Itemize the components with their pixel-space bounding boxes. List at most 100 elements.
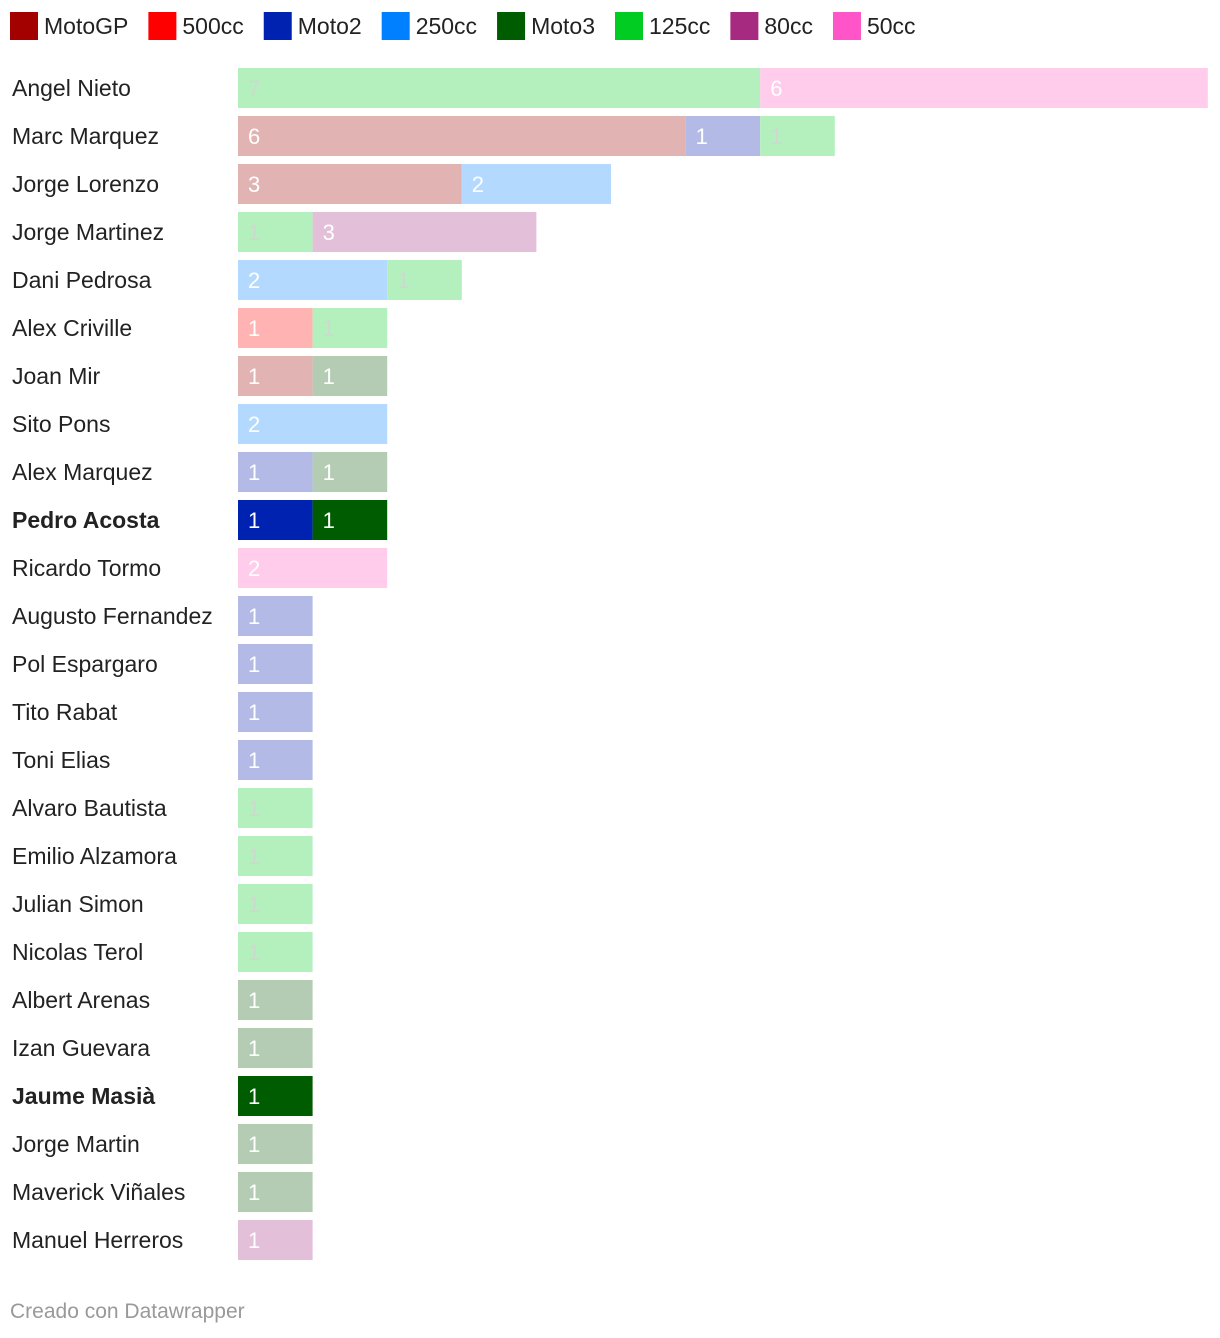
bar-segment-motogp (238, 164, 462, 204)
rider-label: Jorge Lorenzo (12, 171, 159, 197)
bar-row: Jorge Martinez 1 3 (12, 212, 537, 252)
rider-label: Julian Simon (12, 891, 144, 917)
legend-swatch (263, 12, 292, 40)
rider-label: Pedro Acosta (12, 507, 160, 533)
rider-label: Tito Rabat (12, 699, 118, 725)
stacked-bar-chart: MotoGP 500cc Moto2 250cc Moto3 125cc 80cc 50cc A… (10, 12, 1208, 1260)
bar-segment-c125 (238, 884, 313, 924)
bar-row: Augusto Fernandez 1 (12, 596, 313, 636)
bar-value-label: 1 (248, 796, 260, 821)
bar-row: Emilio Alzamora 1 (12, 836, 313, 876)
rider-label: Sito Pons (12, 411, 110, 437)
bar-value-label: 1 (248, 1228, 260, 1253)
bar-segment-c125 (312, 308, 388, 348)
legend-item-c500: 500cc (148, 12, 244, 40)
bar-value-label: 1 (323, 508, 335, 533)
rider-label: Marc Marquez (12, 123, 159, 149)
legend-item-moto3: Moto3 (497, 12, 595, 40)
bar-segment-moto3 (238, 1124, 313, 1164)
bar-value-label: 1 (248, 1132, 260, 1157)
bar-segment-c500 (238, 308, 313, 348)
bar-segment-c125 (238, 212, 313, 252)
bar-value-label: 1 (323, 364, 335, 389)
rider-label: Jorge Martin (12, 1131, 140, 1157)
rider-label: Angel Nieto (12, 75, 131, 101)
rider-label: Izan Guevara (12, 1035, 150, 1061)
bar-segment-moto2 (238, 740, 313, 780)
rider-label: Toni Elias (12, 747, 110, 773)
legend-swatch (497, 12, 526, 40)
bar-value-label: 1 (248, 220, 260, 245)
bar-row: Izan Guevara 1 (12, 1028, 313, 1068)
bar-value-label: 1 (770, 124, 782, 149)
bar-row: Angel Nieto 7 6 (12, 68, 1208, 108)
bar-segment-moto3 (238, 1172, 313, 1212)
legend-swatch (381, 12, 410, 40)
bar-row: Alex Marquez 1 1 (12, 452, 388, 492)
bar-segment-c50 (238, 548, 388, 588)
bar-row: Jorge Lorenzo 3 2 (12, 164, 611, 204)
bar-row: Nicolas Terol 1 (12, 932, 313, 972)
bar-segment-c125 (238, 788, 313, 828)
datawrapper-credit: Creado con Datawrapper (10, 1300, 245, 1323)
bar-value-label: 1 (248, 748, 260, 773)
bar-row: Tito Rabat 1 (12, 692, 313, 732)
legend-swatch (10, 12, 38, 40)
bar-value-label: 2 (472, 172, 484, 197)
bar-segment-c80 (312, 212, 537, 252)
rider-label: Alex Criville (12, 315, 132, 341)
legend-swatch (615, 12, 643, 40)
bar-row: Alvaro Bautista 1 (12, 788, 313, 828)
bar-value-label: 1 (248, 988, 260, 1013)
bar-value-label: 1 (248, 844, 260, 869)
bar-segment-c50 (760, 68, 1208, 108)
bar-row: Sito Pons 2 (12, 404, 388, 444)
bar-segment-c80 (238, 1220, 313, 1260)
bar-value-label: 1 (248, 892, 260, 917)
bar-row: Joan Mir 1 1 (12, 356, 388, 396)
bar-segment-moto3 (312, 452, 388, 492)
legend-swatch (730, 12, 759, 40)
bar-segment-c125 (238, 932, 313, 972)
bar-value-label: 1 (248, 940, 260, 965)
bar-value-label: 1 (248, 364, 260, 389)
bar-row: Pedro Acosta 1 1 (12, 500, 388, 540)
legend-swatch (148, 12, 177, 40)
rider-label: Albert Arenas (12, 987, 150, 1013)
bars: Angel Nieto 7 6 Marc Marquez 6 1 1 Jorge Lorenz… (12, 68, 1208, 1260)
legend-label: 50cc (867, 13, 916, 39)
rider-label: Pol Espargaro (12, 651, 158, 677)
bar-row: Albert Arenas 1 (12, 980, 313, 1020)
bar-segment-c125 (238, 836, 313, 876)
legend-swatch (832, 12, 861, 40)
legend-item-c80: 80cc (730, 12, 813, 40)
bar-row: Manuel Herreros 1 (12, 1220, 313, 1260)
bar-segment-c125 (238, 68, 761, 108)
bar-segment-moto2 (685, 116, 761, 156)
rider-label: Emilio Alzamora (12, 843, 177, 869)
bar-segment-c125 (760, 116, 835, 156)
bar-row: Alex Criville 1 1 (12, 308, 388, 348)
bar-value-label: 1 (323, 316, 335, 341)
bar-segment-moto3 (312, 356, 388, 396)
bar-value-label: 3 (248, 172, 260, 197)
bar-segment-moto2 (238, 692, 313, 732)
bar-value-label: 1 (248, 652, 260, 677)
bar-value-label: 1 (248, 1180, 260, 1205)
bar-value-label: 2 (248, 556, 260, 581)
bar-value-label: 1 (248, 316, 260, 341)
bar-value-label: 1 (248, 1084, 260, 1109)
legend-item-c125: 125cc (615, 12, 710, 40)
bar-segment-c250 (238, 260, 388, 300)
bar-segment-moto3 (238, 1076, 313, 1116)
rider-label: Maverick Viñales (12, 1179, 185, 1205)
rider-label: Joan Mir (12, 363, 101, 389)
bar-value-label: 3 (323, 220, 335, 245)
legend-item-c50: 50cc (832, 12, 916, 40)
bar-segment-moto2 (238, 452, 313, 492)
bar-segment-moto3 (312, 500, 388, 540)
bar-row: Jaume Masià 1 (12, 1076, 313, 1116)
legend-label: 125cc (649, 13, 710, 39)
legend-label: 80cc (764, 13, 813, 39)
bar-row: Pol Espargaro 1 (12, 644, 313, 684)
